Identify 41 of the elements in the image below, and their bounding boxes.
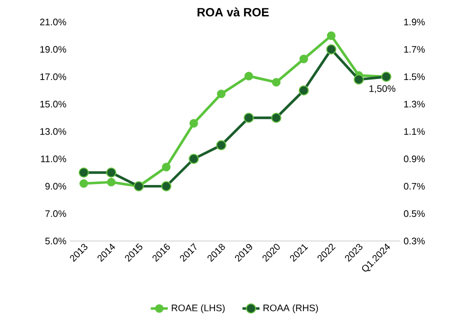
point bbox=[79, 179, 88, 188]
y-tick-label: 21.0% bbox=[40, 18, 66, 26]
point bbox=[189, 119, 198, 128]
point bbox=[244, 112, 254, 123]
y-tick-label: 15.0% bbox=[40, 100, 66, 108]
y2-tick-label: 1.7% bbox=[404, 46, 425, 53]
y-tick-label: 19.0% bbox=[40, 46, 66, 53]
y2-tick-label: 1.9% bbox=[404, 18, 425, 26]
point bbox=[354, 74, 364, 85]
legend-label: ROAA (RHS) bbox=[264, 304, 318, 314]
y2-tick-label: 1.5% bbox=[404, 73, 425, 80]
y-tick-label: 17.0% bbox=[40, 73, 66, 80]
annotation: 1,50% bbox=[370, 85, 396, 94]
point bbox=[106, 167, 116, 178]
y2-tick-label: 0.5% bbox=[404, 210, 425, 217]
point bbox=[271, 112, 282, 123]
point bbox=[299, 54, 308, 64]
y2-tick-label: 1.1% bbox=[404, 128, 425, 135]
point bbox=[216, 90, 226, 98]
point bbox=[161, 181, 172, 192]
point bbox=[106, 178, 116, 186]
y-tick-label: 11.0% bbox=[41, 156, 66, 162]
y-tick-label: 9.0% bbox=[45, 182, 66, 190]
y2-tick-label: 0.9% bbox=[404, 156, 425, 162]
point bbox=[162, 162, 171, 172]
legend-label: ROAE (LHS) bbox=[172, 304, 225, 314]
y2-tick-label: 0.7% bbox=[404, 182, 425, 190]
point bbox=[244, 72, 254, 80]
y-tick-label: 13.0% bbox=[40, 128, 66, 135]
chart-title: ROA và ROE bbox=[198, 8, 269, 16]
point bbox=[326, 31, 336, 40]
point bbox=[298, 85, 309, 96]
y2-tick-label: 0.3% bbox=[404, 238, 425, 244]
point bbox=[326, 44, 336, 54]
point bbox=[188, 154, 199, 164]
point bbox=[216, 140, 226, 150]
y-tick-label: 5.0% bbox=[45, 238, 66, 244]
point bbox=[78, 167, 89, 178]
y2-tick-label: 1.3% bbox=[404, 100, 425, 108]
y-tick-label: 7.0% bbox=[45, 210, 66, 217]
point bbox=[272, 78, 281, 87]
